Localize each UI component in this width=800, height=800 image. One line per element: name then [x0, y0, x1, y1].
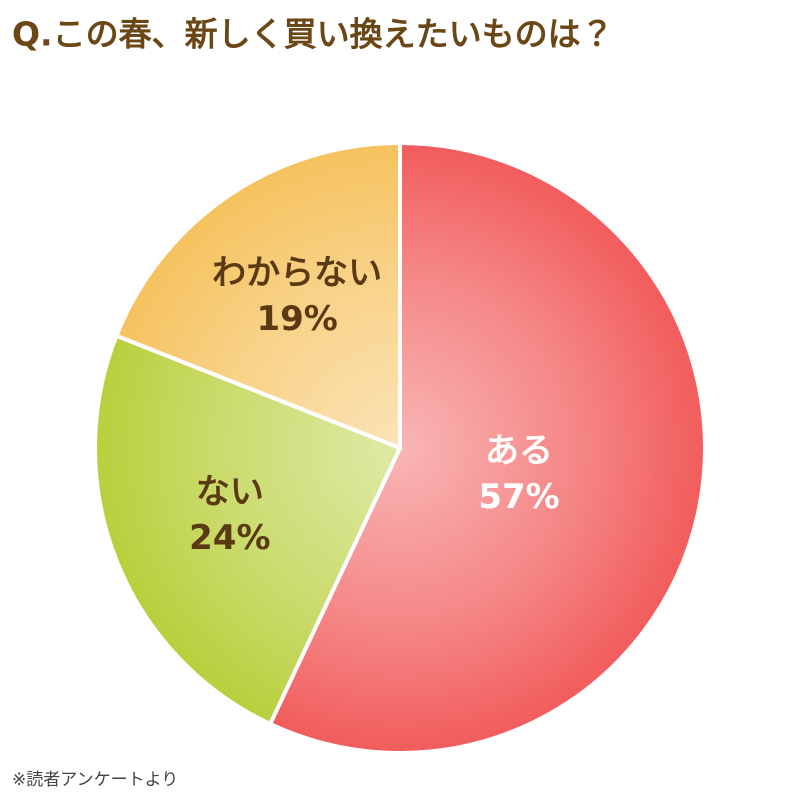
chart-title: Q.この春、新しく買い換えたいものは？	[12, 15, 614, 54]
slice-category-label: ない	[196, 472, 264, 512]
slice-value-label: 24%	[189, 518, 270, 558]
slice-value-label: 57%	[478, 477, 559, 517]
labels: ある 57% ない 24% わからない 19%	[189, 253, 560, 558]
source-note: ※読者アンケートより	[12, 770, 178, 790]
slice-value-label: 19%	[256, 299, 337, 339]
slice-category-label: ある	[485, 431, 553, 471]
pie	[93, 141, 707, 755]
slice-category-label: わからない	[212, 253, 382, 293]
